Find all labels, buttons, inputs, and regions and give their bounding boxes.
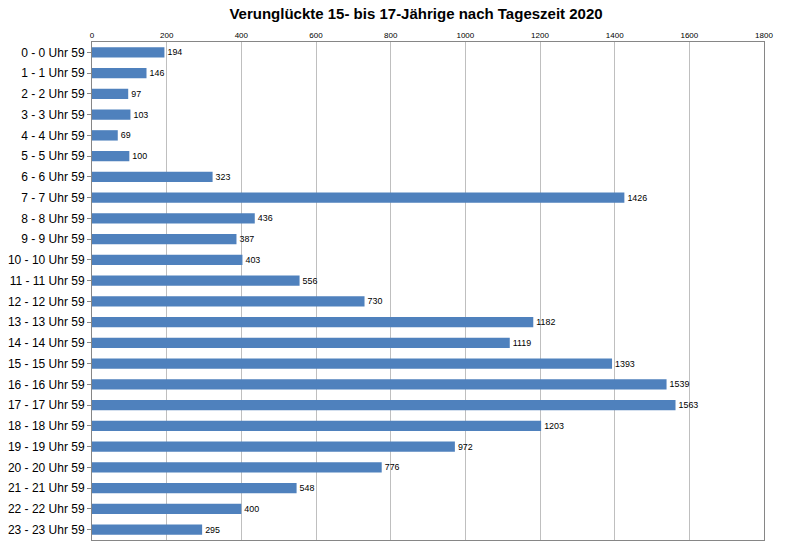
svg-text:4 - 4 Uhr 59: 4 - 4 Uhr 59	[21, 129, 85, 143]
svg-text:9 - 9 Uhr 59: 9 - 9 Uhr 59	[21, 232, 85, 246]
svg-text:18 - 18 Uhr 59: 18 - 18 Uhr 59	[8, 419, 85, 433]
svg-text:1800: 1800	[755, 31, 773, 40]
svg-text:13 - 13 Uhr 59: 13 - 13 Uhr 59	[8, 315, 85, 329]
svg-text:1539: 1539	[670, 379, 690, 389]
svg-text:400: 400	[244, 504, 259, 514]
svg-text:730: 730	[368, 296, 383, 306]
svg-text:5 - 5 Uhr 59: 5 - 5 Uhr 59	[21, 149, 85, 163]
svg-text:100: 100	[132, 151, 147, 161]
svg-text:1203: 1203	[544, 421, 564, 431]
svg-text:19 - 19 Uhr 59: 19 - 19 Uhr 59	[8, 440, 85, 454]
svg-text:12 - 12 Uhr 59: 12 - 12 Uhr 59	[8, 295, 85, 309]
svg-text:1 - 1 Uhr 59: 1 - 1 Uhr 59	[21, 66, 85, 80]
svg-text:2 - 2 Uhr 59: 2 - 2 Uhr 59	[21, 87, 85, 101]
svg-text:200: 200	[160, 31, 174, 40]
svg-text:6 - 6 Uhr 59: 6 - 6 Uhr 59	[21, 170, 85, 184]
svg-text:556: 556	[303, 276, 318, 286]
svg-text:97: 97	[131, 89, 141, 99]
svg-text:400: 400	[235, 31, 249, 40]
svg-text:14 - 14 Uhr 59: 14 - 14 Uhr 59	[8, 336, 85, 350]
svg-text:1600: 1600	[680, 31, 698, 40]
svg-text:69: 69	[121, 130, 131, 140]
svg-text:0: 0	[90, 31, 95, 40]
svg-text:295: 295	[205, 525, 220, 535]
svg-text:1393: 1393	[615, 359, 635, 369]
svg-text:11 - 11 Uhr 59: 11 - 11 Uhr 59	[10, 274, 85, 288]
svg-text:600: 600	[309, 31, 323, 40]
svg-text:323: 323	[216, 172, 231, 182]
svg-text:1200: 1200	[531, 31, 549, 40]
svg-text:8 - 8 Uhr 59: 8 - 8 Uhr 59	[21, 212, 85, 226]
svg-text:548: 548	[300, 483, 315, 493]
svg-text:23 - 23 Uhr 59: 23 - 23 Uhr 59	[8, 523, 85, 537]
svg-text:22 - 22 Uhr 59: 22 - 22 Uhr 59	[8, 502, 85, 516]
svg-text:17 - 17 Uhr 59: 17 - 17 Uhr 59	[8, 398, 85, 412]
svg-text:972: 972	[458, 442, 473, 452]
svg-text:800: 800	[384, 31, 398, 40]
svg-text:103: 103	[133, 110, 148, 120]
svg-text:1426: 1426	[627, 193, 647, 203]
svg-text:0 - 0 Uhr 59: 0 - 0 Uhr 59	[21, 46, 85, 60]
svg-text:194: 194	[167, 47, 182, 57]
svg-text:146: 146	[150, 68, 165, 78]
svg-text:7 - 7 Uhr 59: 7 - 7 Uhr 59	[21, 191, 85, 205]
svg-text:1563: 1563	[679, 400, 699, 410]
svg-text:1119: 1119	[513, 338, 531, 348]
svg-text:16 - 16 Uhr 59: 16 - 16 Uhr 59	[8, 378, 85, 392]
svg-text:403: 403	[245, 255, 260, 265]
svg-text:387: 387	[239, 234, 254, 244]
svg-text:1000: 1000	[456, 31, 474, 40]
svg-text:3 - 3 Uhr 59: 3 - 3 Uhr 59	[21, 108, 85, 122]
svg-text:Verunglückte 15- bis 17-Jährig: Verunglückte 15- bis 17-Jährige nach Tag…	[229, 5, 602, 22]
svg-text:10 - 10 Uhr 59: 10 - 10 Uhr 59	[8, 253, 85, 267]
svg-text:20 - 20 Uhr 59: 20 - 20 Uhr 59	[8, 461, 85, 475]
svg-text:21 - 21 Uhr 59: 21 - 21 Uhr 59	[8, 481, 85, 495]
svg-text:436: 436	[258, 213, 273, 223]
svg-text:1400: 1400	[606, 31, 624, 40]
svg-text:15 - 15 Uhr 59: 15 - 15 Uhr 59	[8, 357, 85, 371]
svg-text:776: 776	[385, 462, 400, 472]
svg-text:1182: 1182	[536, 317, 555, 327]
